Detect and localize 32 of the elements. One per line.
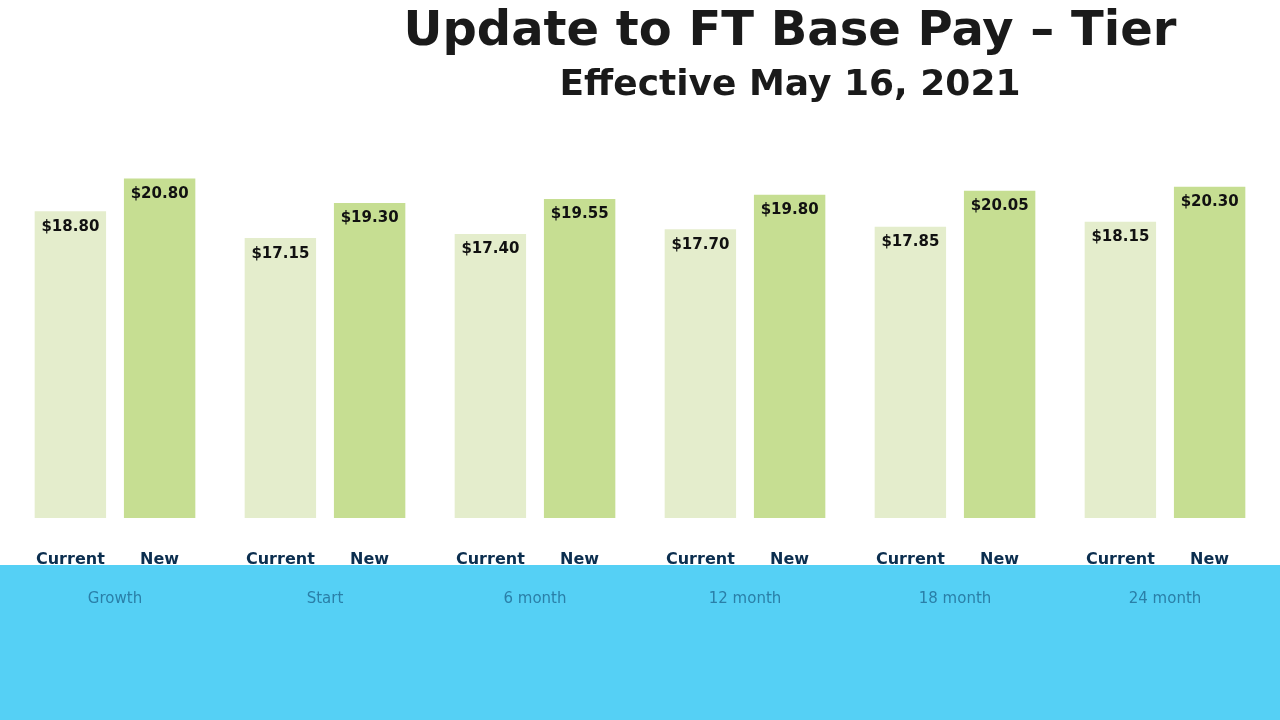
data-label: $20.05 (970, 196, 1029, 215)
x-tick-label: 18 month (918, 588, 992, 607)
series-label: Current (35, 549, 106, 569)
x-tick-label: 6 month (503, 588, 567, 607)
chart-subtitle: Effective May 16, 2021 (558, 62, 1022, 103)
data-label: $19.80 (760, 200, 819, 219)
data-label: $17.15 (251, 243, 310, 262)
data-label: $17.70 (671, 234, 730, 253)
text: New (770, 549, 810, 569)
x-tick-label: Growth (87, 588, 143, 607)
chart-title: Update to FT Base Pay – Tier (402, 0, 1178, 56)
data-label: $20.30 (1180, 192, 1239, 211)
series-label: New (140, 549, 180, 569)
text: Current (455, 549, 525, 569)
text: Current (665, 549, 735, 569)
text: Current (875, 549, 945, 569)
text: Current (1085, 549, 1155, 569)
x-tick-label: 12 month (708, 588, 782, 607)
data-label: $20.80 (130, 183, 189, 202)
text: New (560, 549, 600, 569)
text: New (1190, 549, 1230, 569)
data-label: $17.40 (461, 239, 520, 258)
x-tick-label: 24 month (1128, 588, 1202, 607)
data-label: $18.15 (1091, 227, 1150, 246)
data-label: $17.85 (881, 232, 940, 251)
data-label: $19.55 (550, 204, 609, 223)
text: New (350, 549, 390, 569)
data-label: $18.80 (41, 216, 100, 235)
text: New (980, 549, 1020, 569)
data-label: $19.30 (340, 208, 399, 227)
text: Current (245, 549, 315, 569)
x-tick-label: Start (306, 588, 344, 607)
